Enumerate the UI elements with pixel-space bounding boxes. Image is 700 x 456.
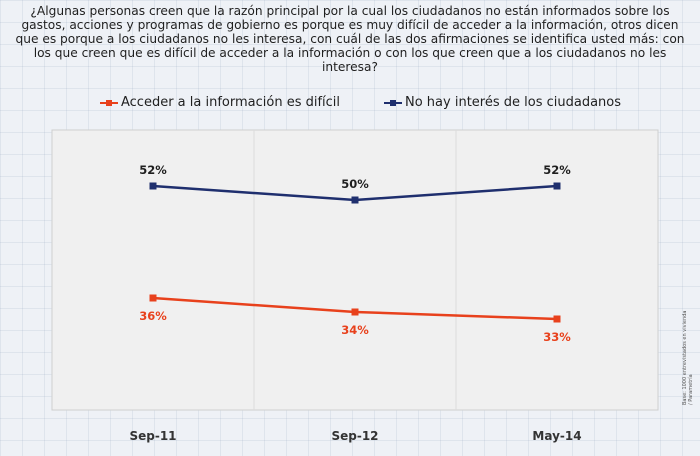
data-point — [149, 294, 157, 302]
data-point — [553, 315, 561, 323]
data-label: 36% — [139, 309, 167, 323]
legend-item-orange: Acceder a la información es difícil — [100, 95, 340, 110]
legend-label-navy: No hay interés de los ciudadanos — [405, 95, 622, 110]
legend-label-orange: Acceder a la información es difícil — [121, 95, 341, 110]
chart-legend: Acceder a la información es difícil No h… — [0, 95, 700, 113]
data-label: 52% — [543, 163, 571, 177]
plot-area — [51, 129, 659, 411]
x-tick-label: Sep-11 — [129, 429, 176, 443]
x-tick-label: Sep-12 — [331, 429, 378, 443]
data-label: 34% — [341, 323, 369, 337]
legend-swatch-orange — [100, 98, 118, 108]
x-tick-label: May-14 — [532, 429, 581, 443]
data-point — [351, 308, 359, 316]
data-point — [553, 182, 561, 190]
legend-swatch-navy — [384, 98, 402, 108]
data-label: 52% — [139, 163, 167, 177]
data-label: 50% — [341, 177, 369, 191]
data-label: 33% — [543, 330, 571, 344]
chart-question: ¿Algunas personas creen que la razón pri… — [15, 4, 685, 74]
data-point — [149, 182, 157, 190]
side-note: Base: 1000 entrevistados en vivienda / P… — [682, 310, 694, 405]
data-point — [351, 196, 359, 204]
legend-item-navy: No hay interés de los ciudadanos — [384, 95, 621, 110]
